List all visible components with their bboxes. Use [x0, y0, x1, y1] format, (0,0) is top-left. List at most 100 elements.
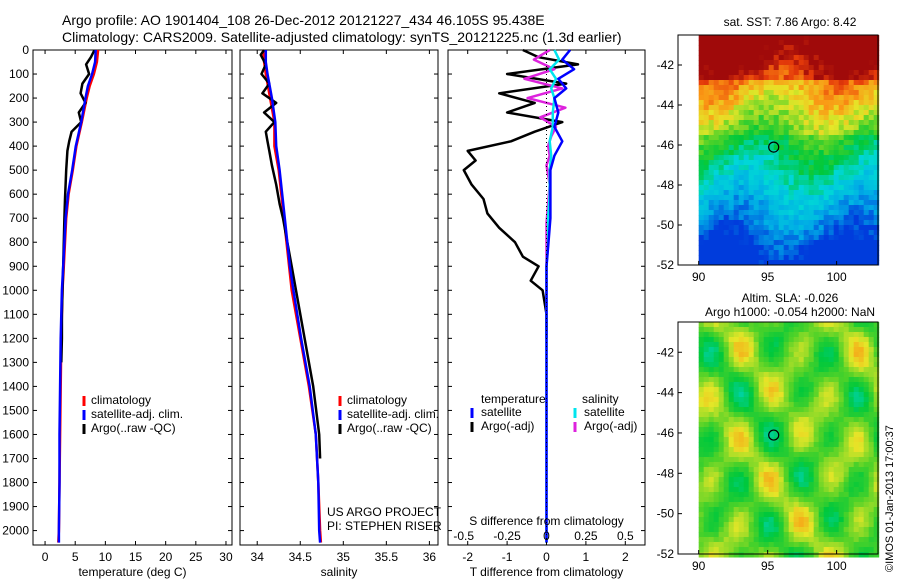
- sst-map-cell: [708, 150, 715, 156]
- sst-map-cell: [763, 85, 770, 91]
- sla-map-cell: [853, 362, 860, 368]
- sla-map-cell: [798, 422, 805, 428]
- sst-map-cell: [778, 135, 785, 141]
- sla-map-cell: [703, 437, 710, 443]
- sst-map-cell: [838, 195, 845, 201]
- sla-map-cell: [743, 542, 750, 548]
- sst-map-cell: [783, 120, 790, 126]
- sst-map-cell: [713, 200, 720, 206]
- sla-map-cell: [848, 467, 855, 473]
- sst-map-cell: [843, 95, 850, 101]
- sla-map-cell: [723, 377, 730, 383]
- sla-map-cell: [793, 457, 800, 463]
- sla-map-cell: [738, 402, 745, 408]
- sst-map-cell: [793, 65, 800, 71]
- sst-map-cell: [778, 210, 785, 216]
- sst-map-cell: [783, 200, 790, 206]
- salinity-argo-line: [259, 49, 322, 459]
- sla-map-cell: [733, 462, 740, 468]
- sst-map-cell: [758, 250, 765, 256]
- sla-map-cell: [703, 517, 710, 523]
- sst-map-cell: [873, 230, 880, 236]
- sla-map-cell: [863, 417, 870, 423]
- sst-map-cell: [723, 205, 730, 211]
- sla-map-cell: [738, 547, 745, 553]
- sla-map-cell: [773, 407, 780, 413]
- sst-map-cell: [788, 80, 795, 86]
- sla-map-cell: [813, 527, 820, 533]
- sla-map-cell: [828, 447, 835, 453]
- sst-map-cell: [833, 160, 840, 166]
- sla-map-cell: [838, 392, 845, 398]
- sst-map-cell: [713, 115, 720, 121]
- sst-map-cell: [843, 125, 850, 131]
- sla-map-cell: [823, 532, 830, 538]
- difference-x-axis-label: T difference from climatology: [470, 565, 624, 579]
- sst-map-cell: [873, 190, 880, 196]
- sst-map-cell: [773, 195, 780, 201]
- sst-map-cell: [863, 260, 870, 266]
- sla-map-cell: [838, 327, 845, 333]
- sst-map-cell: [858, 145, 865, 151]
- sst-map-cell: [718, 60, 725, 66]
- depth-tick-label: 1800: [2, 476, 29, 490]
- sla-map-cell: [758, 542, 765, 548]
- sla-map-cell: [868, 367, 875, 373]
- sla-map-cell: [833, 382, 840, 388]
- sla-map-cell: [708, 422, 715, 428]
- sla-map-cell: [788, 542, 795, 548]
- sla-map-cell: [768, 447, 775, 453]
- sst-map-cell: [838, 205, 845, 211]
- sst-map-cell: [758, 80, 765, 86]
- sst-map-cell: [828, 70, 835, 76]
- sla-map-cell: [728, 552, 735, 558]
- sst-map-cell: [728, 255, 735, 261]
- sst-map-cell: [728, 235, 735, 241]
- sla-map-cell: [763, 327, 770, 333]
- sla-map-cell: [703, 462, 710, 468]
- sst-map-cell: [783, 255, 790, 261]
- sla-map-cell: [848, 377, 855, 383]
- sla-map-cell: [798, 417, 805, 423]
- sla-map-cell: [778, 372, 785, 378]
- sst-map-cell: [813, 140, 820, 146]
- sst-map-cell: [798, 165, 805, 171]
- sst-map-cell: [733, 165, 740, 171]
- sst-map-cell: [703, 120, 710, 126]
- sla-map-cell: [858, 362, 865, 368]
- sla-map-cell: [838, 412, 845, 418]
- sst-map-cell: [863, 195, 870, 201]
- sla-map-cell: [763, 517, 770, 523]
- sla-map-cell: [698, 392, 705, 398]
- sla-map-cell: [833, 327, 840, 333]
- sla-map-cell: [853, 432, 860, 438]
- sla-map-cell: [833, 447, 840, 453]
- sla-map-cell: [748, 462, 755, 468]
- sla-map-cell: [768, 527, 775, 533]
- sst-map-cell: [768, 100, 775, 106]
- sla-map-cell: [873, 482, 880, 488]
- sla-map-cell: [838, 427, 845, 433]
- sla-map-cell: [753, 472, 760, 478]
- sla-map-cell: [698, 452, 705, 458]
- sst-map-cell: [778, 170, 785, 176]
- sla-map-cell: [768, 492, 775, 498]
- sla-map-cell: [748, 537, 755, 543]
- sst-map-cell: [773, 230, 780, 236]
- sla-map-cell: [823, 547, 830, 553]
- sst-map-cell: [768, 85, 775, 91]
- sst-map-cell: [723, 230, 730, 236]
- sst-map-cell: [808, 115, 815, 121]
- sla-map-cell: [818, 467, 825, 473]
- sst-map-cell: [773, 40, 780, 46]
- sst-map-cell: [738, 150, 745, 156]
- sst-map-cell: [753, 40, 760, 46]
- sst-map-cell: [733, 120, 740, 126]
- sst-map-cell: [873, 115, 880, 121]
- sst-map-cell: [753, 235, 760, 241]
- sst-map-cell: [778, 175, 785, 181]
- sst-map-cell: [858, 135, 865, 141]
- sla-map-cell: [708, 547, 715, 553]
- sla-map-cell: [708, 367, 715, 373]
- depth-tick-label: 900: [9, 259, 29, 273]
